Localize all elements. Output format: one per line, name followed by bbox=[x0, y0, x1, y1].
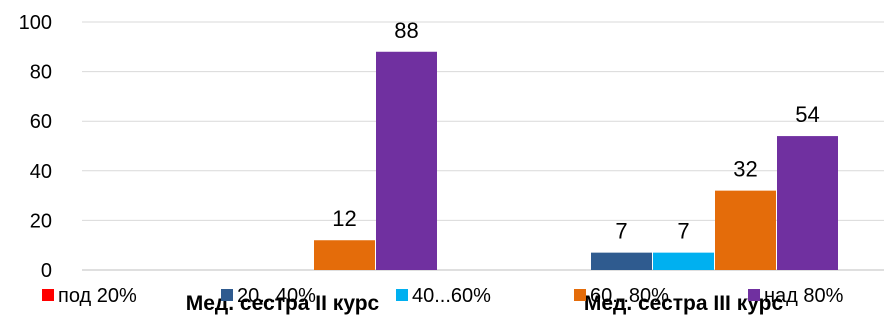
legend-swatch bbox=[221, 289, 233, 301]
bar bbox=[591, 252, 652, 270]
data-label: 54 bbox=[795, 102, 819, 127]
legend-swatch bbox=[396, 289, 408, 301]
data-label: 7 bbox=[615, 219, 627, 244]
bar bbox=[376, 51, 437, 271]
data-label: 12 bbox=[332, 206, 356, 231]
y-axis: 0 20 40 60 80 100 bbox=[19, 12, 52, 282]
bar bbox=[715, 190, 776, 270]
bars bbox=[314, 51, 838, 271]
data-labels: 12 88 7 7 32 54 bbox=[332, 18, 819, 244]
y-tick-label: 20 bbox=[30, 210, 52, 232]
legend-swatch bbox=[574, 289, 586, 301]
category-label: Мед. сестра III курс bbox=[584, 292, 784, 315]
bar bbox=[777, 136, 838, 270]
legend-swatch bbox=[42, 289, 54, 301]
y-tick-label: 40 bbox=[30, 161, 52, 183]
data-label: 32 bbox=[733, 157, 757, 182]
x-axis: Мед. сестра II курс Мед. сестра III курс bbox=[186, 292, 784, 315]
y-tick-label: 100 bbox=[19, 12, 52, 34]
legend: под 20% 20...40% 40...60% 60...80% над 80% bbox=[42, 285, 844, 307]
legend-swatch bbox=[748, 289, 760, 301]
category-label: Мед. сестра II курс bbox=[186, 292, 380, 315]
bar bbox=[653, 252, 714, 270]
data-label: 7 bbox=[677, 219, 689, 244]
data-label: 88 bbox=[394, 18, 418, 43]
legend-label: 60...80% bbox=[590, 285, 669, 307]
y-tick-label: 0 bbox=[41, 260, 52, 282]
legend-label: под 20% bbox=[58, 285, 137, 307]
legend-label: 40...60% bbox=[412, 285, 491, 307]
y-tick-label: 80 bbox=[30, 62, 52, 84]
legend-label: 20...40% bbox=[237, 285, 316, 307]
y-tick-label: 60 bbox=[30, 111, 52, 133]
bar bbox=[314, 240, 375, 270]
legend-label: над 80% bbox=[764, 285, 844, 307]
